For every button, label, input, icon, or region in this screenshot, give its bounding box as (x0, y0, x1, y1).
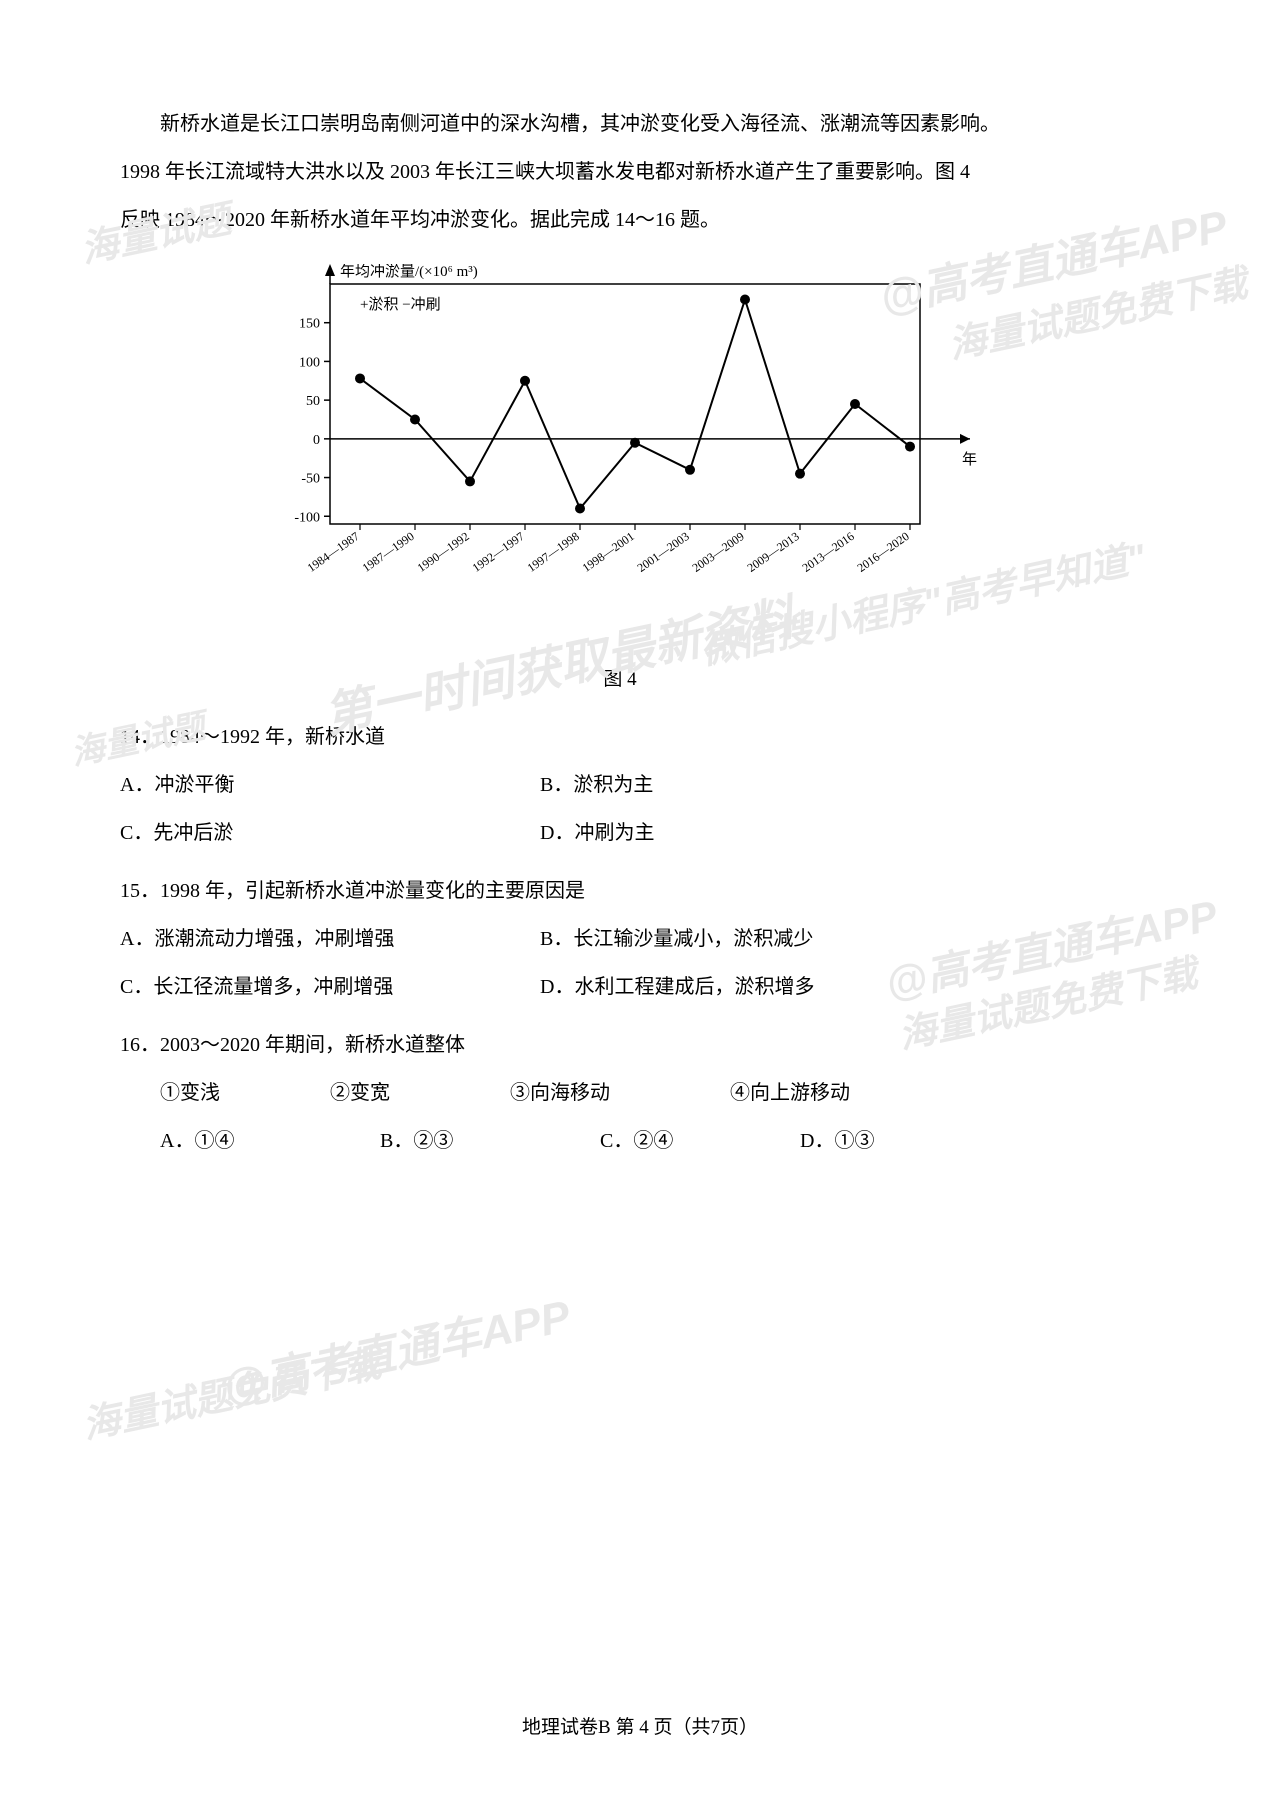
question-15: 15．1998 年，引起新桥水道冲淤量变化的主要原因是 A．涨潮流动力增强，冲刷… (120, 867, 1160, 1011)
option-d: D．①③ (800, 1117, 980, 1165)
option-a: A．①④ (160, 1117, 380, 1165)
svg-text:2013—2016: 2013—2016 (800, 529, 857, 575)
question-stem: 15．1998 年，引起新桥水道冲淤量变化的主要原因是 (120, 867, 1160, 915)
option-a: A．冲淤平衡 (120, 761, 540, 809)
svg-text:年均冲淤量/(×10⁶ m³): 年均冲淤量/(×10⁶ m³) (340, 264, 478, 280)
svg-text:2016—2020: 2016—2020 (855, 529, 912, 575)
chart-caption: 图 4 (260, 657, 980, 703)
svg-text:2009—2013: 2009—2013 (745, 529, 802, 575)
line-chart-svg: -100 -50 0 50 100 150 年均冲淤量/(×10⁶ m³) +淤积 −冲刷年 … (260, 264, 980, 624)
svg-text:+淤积 −冲刷: +淤积 −冲刷 (360, 296, 441, 313)
passage-line: 反映 1984～2020 年新桥水道年平均冲淤变化。据此完成 14～16 题。 (120, 196, 1160, 244)
svg-text:年 份: 年 份 (962, 451, 980, 468)
svg-text:100: 100 (299, 355, 320, 370)
svg-text:1987—1990: 1987—1990 (360, 529, 417, 575)
question-14: 14．1984～1992 年，新桥水道 A．冲淤平衡 B．淤积为主 C．先冲后淤… (120, 713, 1160, 857)
option-b: B．②③ (380, 1117, 600, 1165)
svg-text:1984—1987: 1984—1987 (305, 529, 362, 575)
svg-text:2001—2003: 2001—2003 (635, 529, 692, 575)
svg-text:1992—1997: 1992—1997 (470, 529, 527, 575)
passage-line: 新桥水道是长江口崇明岛南侧河道中的深水沟槽，其冲淤变化受入海径流、涨潮流等因素影… (120, 100, 1160, 148)
svg-text:-100: -100 (294, 510, 320, 525)
option-d: D．水利工程建成后，淤积增多 (540, 963, 960, 1011)
watermark: 海量试题免费下载 (940, 239, 1256, 391)
page-footer: 地理试卷B 第 4 页（共7页） (120, 1705, 1160, 1751)
svg-text:-50: -50 (301, 472, 320, 487)
option-b: B．长江输沙量减小，淤积减少 (540, 915, 960, 963)
svg-text:1990—1992: 1990—1992 (415, 529, 472, 575)
watermark: 海量试题免费下载 (74, 1319, 390, 1471)
watermark: @高考直通车APP (213, 1264, 581, 1441)
question-16: 16．2003～2020 年期间，新桥水道整体 ①变浅 ②变宽 ③向海移动 ④向… (120, 1021, 1160, 1165)
question-stem: 16．2003～2020 年期间，新桥水道整体 (120, 1021, 1160, 1069)
item-4: ④向上游移动 (730, 1069, 930, 1117)
item-3: ③向海移动 (510, 1069, 730, 1117)
option-b: B．淤积为主 (540, 761, 960, 809)
svg-text:1997—1998: 1997—1998 (525, 529, 582, 575)
passage-line: 1998 年长江流域特大洪水以及 2003 年长江三峡大坝蓄水发电都对新桥水道产… (120, 148, 1160, 196)
item-2: ②变宽 (330, 1069, 510, 1117)
svg-text:1998—2001: 1998—2001 (580, 529, 637, 575)
option-c: C．先冲后淤 (120, 809, 540, 857)
option-c: C．长江径流量增多，冲刷增强 (120, 963, 540, 1011)
option-c: C．②④ (600, 1117, 800, 1165)
svg-text:150: 150 (299, 317, 320, 332)
svg-text:2003—2009: 2003—2009 (690, 529, 747, 575)
question-stem: 14．1984～1992 年，新桥水道 (120, 713, 1160, 761)
option-a: A．涨潮流动力增强，冲刷增强 (120, 915, 540, 963)
item-1: ①变浅 (160, 1069, 330, 1117)
svg-text:0: 0 (313, 433, 320, 448)
option-d: D．冲刷为主 (540, 809, 960, 857)
chart-figure-4: -100 -50 0 50 100 150 年均冲淤量/(×10⁶ m³) +淤积 −冲刷年 … (260, 264, 980, 703)
svg-text:50: 50 (306, 394, 320, 409)
